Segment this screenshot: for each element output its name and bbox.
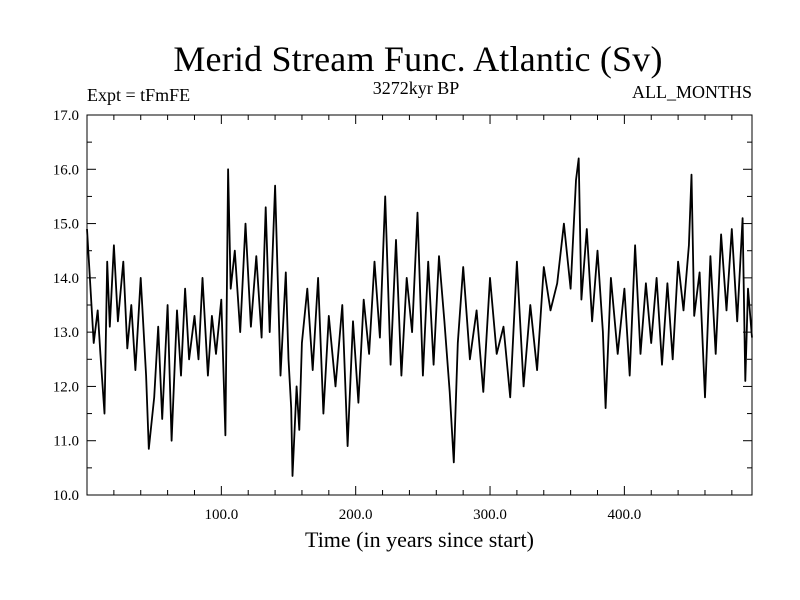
x-tick-label: 400.0 (607, 507, 641, 523)
x-axis-label: Time (in years since start) (305, 527, 534, 552)
months-label: ALL_MONTHS (632, 82, 752, 102)
y-tick-label: 14.0 (53, 271, 79, 287)
y-tick-label: 12.0 (53, 379, 79, 395)
x-tick-label: 100.0 (204, 507, 238, 523)
y-tick-label: 11.0 (53, 434, 79, 450)
period-label: 3272kyr BP (372, 78, 460, 98)
y-tick-label: 13.0 (53, 325, 79, 341)
chart-title: Merid Stream Func. Atlantic (Sv) (173, 39, 663, 79)
x-tick-label: 300.0 (473, 507, 507, 523)
x-tick-label: 200.0 (339, 507, 373, 523)
series-line (86, 157, 753, 477)
experiment-label: Expt = tFmFE (87, 85, 191, 105)
y-tick-label: 10.0 (53, 488, 79, 504)
y-tick-label: 16.0 (53, 162, 79, 178)
y-tick-label: 15.0 (53, 217, 79, 233)
y-tick-label: 17.0 (53, 108, 79, 124)
